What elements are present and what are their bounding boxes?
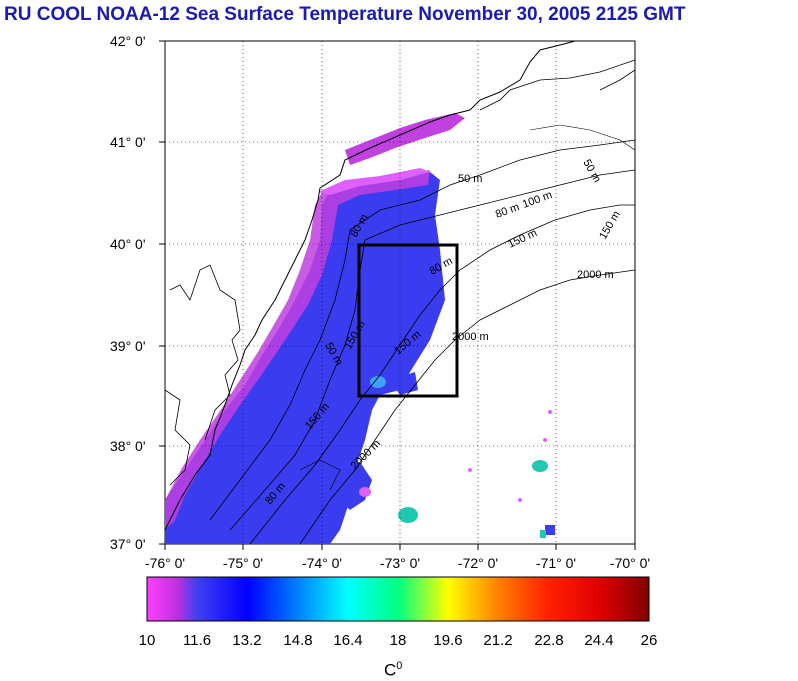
lon-label: -70° 0'	[610, 555, 650, 571]
colorbar-tick: 16.4	[333, 632, 363, 649]
contour-label: 2000 m	[577, 269, 614, 281]
lon-label: -74° 0'	[302, 555, 342, 571]
lat-label: 41° 0'	[110, 134, 146, 150]
lon-label: -75° 0'	[223, 555, 263, 571]
lon-label: -73° 0'	[380, 555, 420, 571]
unit-superscript: 0	[396, 660, 403, 672]
colorbar	[146, 576, 650, 622]
colorbar-unit: C0	[384, 660, 402, 681]
sst-cold-water	[165, 172, 445, 544]
sst-image	[165, 41, 635, 544]
lon-label: -76° 0'	[145, 555, 185, 571]
colorbar-tick: 10	[138, 632, 156, 649]
coastline	[165, 41, 576, 531]
lat-label: 39° 0'	[110, 338, 146, 354]
contour-label: 2000 m	[452, 331, 489, 343]
contour-150m	[249, 204, 635, 544]
contour-50m	[209, 139, 635, 521]
map-title: RU COOL NOAA-12 Sea Surface Temperature …	[4, 4, 686, 25]
colorbar-tick: 19.6	[433, 632, 463, 649]
contour-80m	[229, 169, 635, 531]
colorbar-tick: 13.2	[232, 632, 262, 649]
sst-long-island-patch	[345, 113, 465, 165]
contour-2000m	[299, 269, 635, 544]
lat-label: 40° 0'	[110, 236, 146, 252]
unit-label: C	[384, 660, 397, 680]
lat-label: 38° 0'	[110, 438, 146, 454]
lat-label: 37° 0'	[110, 536, 146, 552]
contour-label: 50 m	[458, 173, 482, 185]
colorbar-tick: 18	[389, 632, 407, 649]
colorbar-tick: 26	[640, 632, 658, 649]
colorbar-tick: 11.6	[182, 632, 212, 649]
colorbar-tick: 24.4	[584, 632, 614, 649]
colorbar-tick: 22.8	[534, 632, 564, 649]
colorbar-tick: 21.2	[483, 632, 513, 649]
lon-label: -72° 0'	[458, 555, 498, 571]
study-area-box	[357, 243, 459, 398]
colorbar-tick: 14.8	[283, 632, 313, 649]
lon-label: -71° 0'	[536, 555, 576, 571]
lat-label: 42° 0'	[110, 33, 146, 49]
